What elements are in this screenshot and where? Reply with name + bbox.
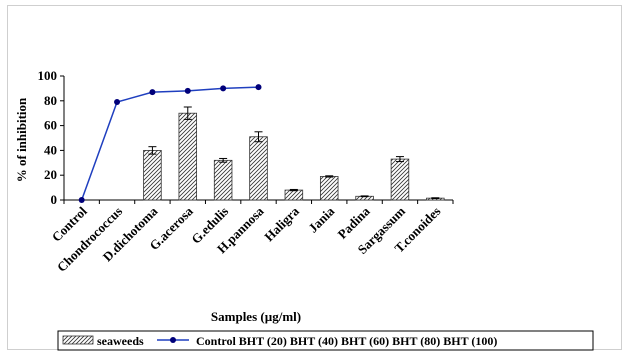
bar-seaweeds (319, 176, 339, 201)
legend-swatch-seaweeds (62, 335, 94, 345)
bht-point (114, 99, 121, 106)
legend-swatch-bht-marker (170, 337, 176, 343)
bht-point (78, 197, 85, 203)
legend-label-seaweeds: seaweeds (97, 334, 144, 348)
y-tick-label: 60 (44, 118, 57, 133)
bht-point (220, 85, 227, 92)
bar-seaweeds (143, 149, 162, 201)
y-tick-label: 80 (44, 93, 57, 108)
bht-point (255, 84, 262, 91)
bht-point (184, 87, 191, 94)
bar-seaweeds (390, 158, 410, 201)
legend: seaweeds Control BHT (20) BHT (40) BHT (… (57, 330, 594, 351)
y-tick-label: 0 (51, 192, 58, 207)
x-category-label: Haligra (261, 203, 302, 244)
bar-seaweeds (249, 136, 268, 201)
bar-seaweeds (178, 112, 198, 201)
bar-seaweeds (284, 189, 304, 201)
bht-series-line (80, 86, 259, 201)
bht-point (149, 89, 156, 96)
y-tick-label: 40 (44, 142, 57, 157)
x-axis-title: Samples (µg/ml) (211, 309, 301, 324)
legend-label-bht: Control BHT (20) BHT (40) BHT (60) BHT (… (196, 334, 497, 348)
legend-box (57, 330, 594, 351)
x-category-label: Jania (305, 203, 337, 235)
y-axis-title: % of inhibition (14, 97, 29, 182)
y-tick-label: 20 (44, 167, 57, 182)
bar-seaweeds (213, 159, 233, 201)
y-tick-label: 100 (38, 68, 58, 83)
